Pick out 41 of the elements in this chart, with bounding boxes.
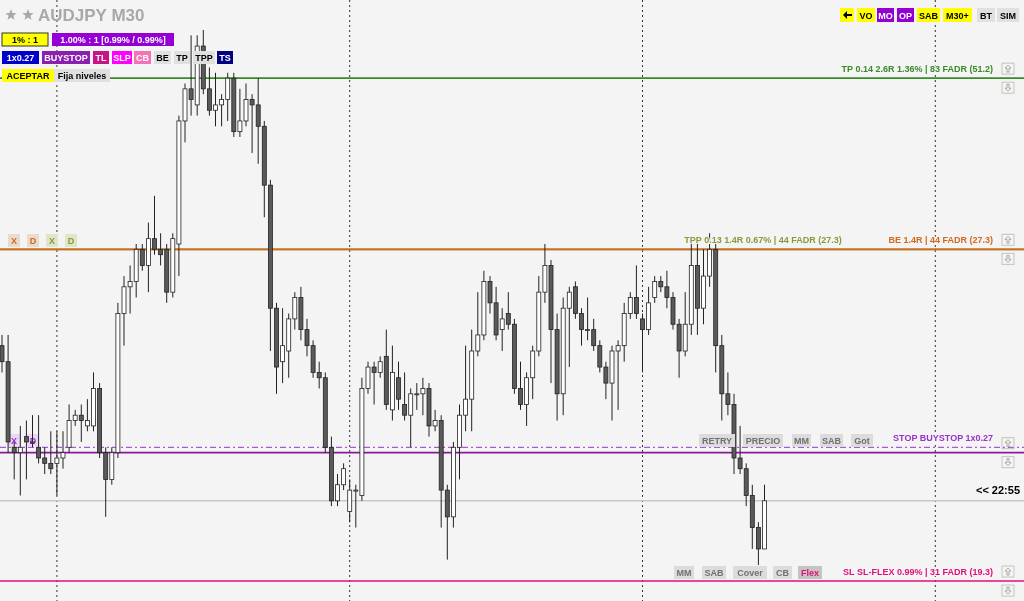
text: M30+ [946, 10, 969, 21]
annotation: 1.00% : 1 [0.99% / 0.99%] [60, 35, 166, 45]
ref-line-label: BE 1.4R | 44 FADR (27.3) [888, 235, 993, 246]
annotation: ACEPTAR [6, 71, 50, 81]
annotation: X [10, 236, 18, 246]
chart-title: AUDJPY M30 [38, 6, 145, 25]
ref-line-label: STOP BUYSTOP 1x0.27 [893, 433, 993, 444]
text: MM [676, 568, 692, 578]
annotation: D [29, 236, 37, 246]
text: << 22:55 [975, 484, 1021, 496]
annotation: Fija niveles [57, 71, 107, 81]
text: SIM [999, 10, 1017, 21]
text: SAB [821, 436, 842, 446]
text: SAB [918, 10, 939, 21]
annotation: TPP [195, 53, 213, 63]
text: VO [859, 10, 873, 21]
ref-line-label: SL SL-FLEX 0.99% | 31 FADR (19.3) [843, 567, 993, 578]
annotation: D [67, 236, 75, 246]
annotation: BUYSTOP [44, 53, 88, 63]
text: Flex [800, 568, 820, 578]
text: MO [878, 10, 893, 21]
annotation: PRECIO [745, 436, 781, 446]
text: BT [980, 10, 993, 21]
annotation: SLP [113, 53, 131, 63]
annotation: RETRY [701, 436, 733, 446]
text: CB [776, 568, 790, 578]
annotation: TS [219, 53, 231, 63]
annotation: X [10, 436, 18, 446]
annotation: 1% : 1 [11, 35, 39, 45]
text: MM [794, 436, 809, 446]
annotation: TP [176, 53, 188, 63]
text: SAB [704, 568, 724, 578]
annotation: BE [156, 53, 169, 63]
annotation: CB [136, 53, 150, 63]
annotation: X [48, 236, 56, 246]
ref-line-label: TP 0.14 2.6R 1.36% | 83 FADR (51.2) [841, 64, 993, 75]
text: Got [854, 436, 870, 446]
text: Cover [737, 568, 764, 578]
text: OP [898, 10, 913, 21]
annotation: TL [95, 53, 107, 63]
annotation: 1x0.27 [6, 53, 35, 63]
